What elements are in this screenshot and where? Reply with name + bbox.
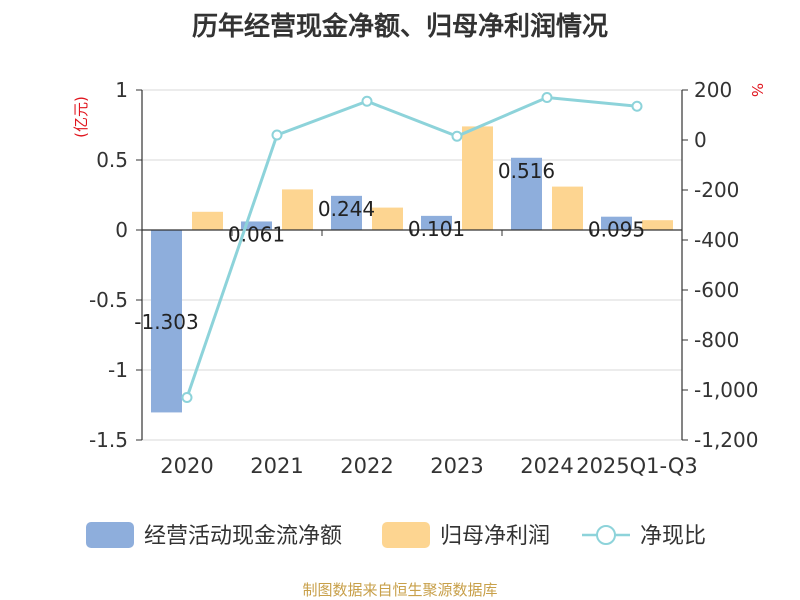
bar-value-label: 0.516: [498, 159, 555, 183]
bars: [151, 126, 673, 413]
right-axis-unit: %: [748, 83, 766, 97]
legend-marker: [596, 525, 616, 545]
legend-swatch: [86, 522, 134, 548]
x-tick-label: 2023: [430, 454, 483, 478]
left-tick-label: 0: [115, 218, 128, 242]
bar-netprofit: [372, 207, 403, 230]
bar-netprofit: [462, 126, 493, 230]
left-tick-label: 0.5: [96, 148, 128, 172]
source-note: 制图数据来自恒生聚源数据库: [302, 581, 498, 599]
bar-value-labels: -1.303 0.061 0.244 0.101 0.516 0.095: [134, 159, 645, 334]
bar-value-label: 0.095: [588, 218, 645, 242]
right-tick-label: -1,000: [694, 378, 758, 402]
ratio-point: [541, 92, 553, 103]
legend-label: 净现比: [640, 524, 706, 549]
axes: 1 0.5 0 -0.5 -1 -1.5 200 0 -200 -400 -600 -800 -1,00…: [72, 78, 766, 478]
gridlines: [142, 89, 682, 441]
bar-cashflow: [511, 157, 542, 230]
bar-cashflow: [331, 195, 362, 230]
left-tick-label: -0.5: [89, 288, 128, 312]
bar-cashflow: [241, 221, 272, 230]
bar-netprofit: [282, 189, 313, 230]
ratio-line: [181, 92, 643, 403]
ratio-point: [631, 100, 643, 112]
right-tick-label: -600: [694, 278, 739, 302]
x-tick-label: 2022: [340, 454, 393, 478]
ratio-point: [361, 95, 373, 107]
ratio-point: [451, 130, 463, 142]
left-tick-label: 1: [115, 78, 128, 102]
ratio-point: [271, 129, 283, 141]
right-tick-label: 0: [694, 128, 707, 152]
legend-label: 经营活动现金流净额: [144, 524, 342, 549]
legend-swatch: [382, 522, 430, 548]
bar-value-label: -1.303: [134, 310, 198, 334]
right-tick-label: -400: [694, 228, 739, 252]
bar-value-label: 0.101: [408, 217, 465, 241]
left-axis-unit: (亿元): [72, 96, 90, 138]
bar-value-label: 0.244: [318, 197, 375, 221]
ratio-line-path: [185, 95, 638, 398]
bar-cashflow: [421, 215, 452, 230]
x-tick-label: 2020: [160, 454, 213, 478]
left-tick-label: -1.5: [89, 428, 128, 452]
x-tick-label: 2024: [520, 454, 573, 478]
x-tick-label: 2025Q1-Q3: [576, 454, 698, 478]
right-tick-label: -1,200: [694, 428, 758, 452]
bar-netprofit: [642, 220, 673, 230]
left-tick-label: -1: [108, 358, 128, 382]
right-tick-label: -800: [694, 328, 739, 352]
legend-label: 归母净利润: [440, 524, 550, 549]
right-tick-label: 200: [694, 78, 732, 102]
x-tick-label: 2021: [250, 454, 303, 478]
bar-netprofit: [552, 186, 583, 230]
chart-title: 历年经营现金净额、归母净利润情况: [191, 12, 608, 42]
bar-value-label: 0.061: [228, 222, 285, 246]
ratio-point: [181, 392, 193, 403]
bar-cashflow: [601, 216, 632, 230]
right-tick-label: -200: [694, 178, 739, 202]
legend: 经营活动现金流净额 归母净利润 净现比: [86, 522, 706, 549]
bar-cashflow: [151, 230, 182, 413]
bar-netprofit: [192, 211, 223, 230]
